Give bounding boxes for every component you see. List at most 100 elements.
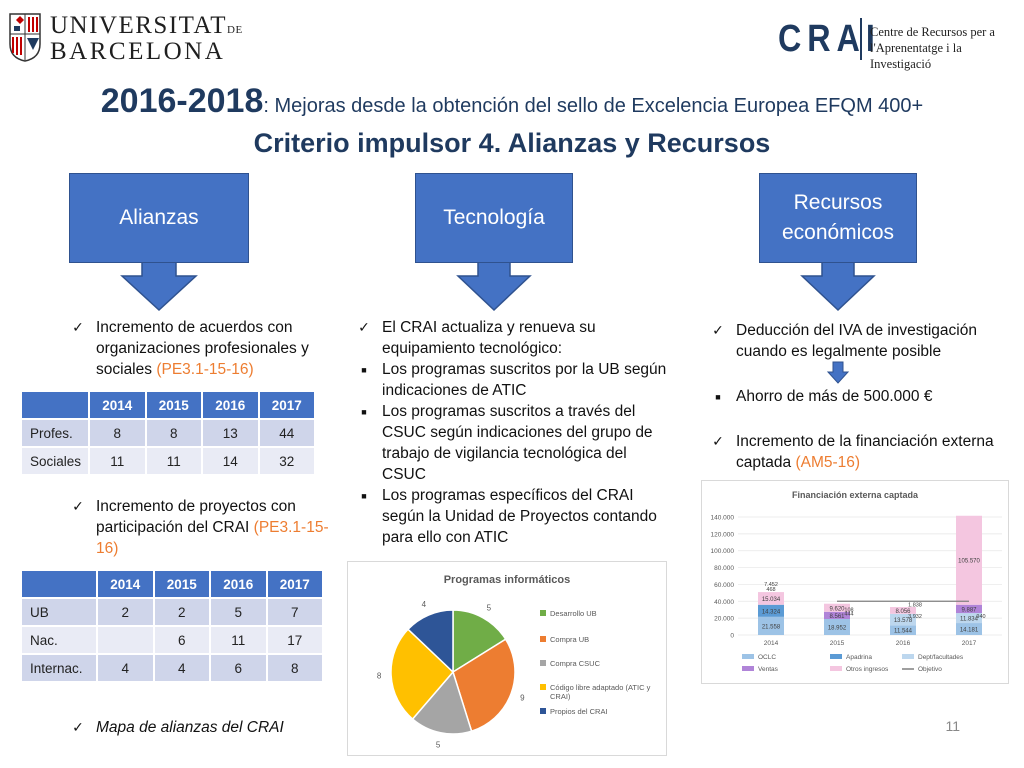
bar-x-tick-label: 2014 xyxy=(764,640,779,647)
bar-extra-label: 468 xyxy=(766,587,775,593)
tecnologia-list: ✓ El CRAI actualiza y renueva su equipami… xyxy=(348,317,668,548)
pie-chart-svg: Programas informáticos 5 9 5 8 4 Desarrollo U… xyxy=(377,574,651,750)
bar-extra-label: 940 xyxy=(976,614,985,620)
bar-segment xyxy=(824,619,850,635)
ub-logo: UNIVERSITATDE BARCELONA xyxy=(8,12,242,66)
bar-y-tick-label: 100.000 xyxy=(711,548,735,555)
bar-segment xyxy=(758,592,784,605)
bar-data-label: 9.887 xyxy=(961,607,977,613)
recursos-item-2: ■ Ahorro de más de 500.000 € xyxy=(702,386,1012,407)
bar-y-tick-label: 80.000 xyxy=(714,565,734,572)
bar-extra-label: 7.452 xyxy=(764,582,778,588)
bar-legend-swatch xyxy=(742,666,754,671)
bar-data-label: 105.570 xyxy=(958,559,980,565)
pie-legend-swatch xyxy=(540,684,546,690)
alianzas-item-1: ✓ Incremento de acuerdos con organizacion… xyxy=(62,317,332,380)
bar-legend-label: Dept/facultades xyxy=(918,654,964,661)
bar-data-label: 13.578 xyxy=(894,618,913,624)
table-row: Profes. 8 8 13 44 xyxy=(20,418,316,448)
bar-segment xyxy=(890,625,916,635)
bar-segment xyxy=(758,604,784,617)
bar-legend-swatch xyxy=(830,666,842,671)
bar-legend-swatch xyxy=(830,654,842,659)
pie-chart: Programas informáticos 5 9 5 8 4 Desarrollo U… xyxy=(347,561,667,756)
slide-title: 2016-2018: Mejoras desde la obtención de… xyxy=(100,82,924,120)
bar-data-label: 8.056 xyxy=(895,609,911,615)
bar-data-label: 15.034 xyxy=(762,597,781,603)
square-bullet-icon: ■ xyxy=(715,392,721,402)
square-bullet-icon: ■ xyxy=(361,365,367,375)
square-bullet-icon: ■ xyxy=(361,491,367,501)
bar-x-tick-label: 2017 xyxy=(962,640,977,647)
table-row: Sociales 11 11 14 32 xyxy=(20,446,316,476)
pie-data-label: 5 xyxy=(436,741,441,750)
bar-segment xyxy=(824,603,850,612)
checkmark-icon: ✓ xyxy=(72,719,84,735)
bar-x-tick-label: 2015 xyxy=(830,640,845,647)
pie-slice xyxy=(452,609,507,674)
callout-recursos: Recursos económicos xyxy=(758,173,918,313)
bar-legend-label: Otros ingresos xyxy=(846,666,889,673)
square-bullet-icon: ■ xyxy=(361,407,367,417)
pie-legend-label: Compra UB xyxy=(550,635,589,644)
bar-y-tick-label: 20.000 xyxy=(714,616,734,623)
pie-slice xyxy=(406,609,454,674)
bar-title: Financiación externa captada xyxy=(792,490,919,500)
bar-data-label: 18.952 xyxy=(828,626,847,632)
crai-separator xyxy=(860,18,862,60)
bar-data-label: 8.561 xyxy=(829,614,845,620)
bar-chart: Financiación externa captada 0 20.000 40.0… xyxy=(701,480,1009,684)
bar-y-tick-label: 40.000 xyxy=(714,599,734,606)
down-arrow-icon xyxy=(800,260,876,312)
alianzas-item-2: ✓ Incremento de proyectos con participaci… xyxy=(62,496,332,559)
bar-data-label: 14.181 xyxy=(960,628,979,634)
bar-extra-label: 108 xyxy=(844,607,853,613)
bar-extra-label: 1.838 xyxy=(908,602,922,608)
bar-data-label: 11.834 xyxy=(960,617,979,623)
bar-legend-label: OCLC xyxy=(758,654,776,661)
alianzas-item-3: ✓ Mapa de alianzas del CRAI xyxy=(62,717,352,738)
bar-y-tick-label: 60.000 xyxy=(714,582,734,589)
alianzas-table-2: 2014 2015 2016 2017 UB 2 2 5 7 Nac. 6 11… xyxy=(20,569,324,683)
pie-legend-label: CRAI) xyxy=(550,692,571,701)
bar-y-tick-label: 140.000 xyxy=(711,515,735,522)
bar-segment xyxy=(956,623,982,635)
pie-legend-label: Código libre adaptado (ATIC y xyxy=(550,683,651,692)
pie-data-label: 5 xyxy=(487,603,492,612)
bar-segment xyxy=(956,613,982,624)
pie-data-label: 9 xyxy=(520,694,525,703)
callout-recursos-label: Recursos económicos xyxy=(759,173,917,263)
pie-data-label: 8 xyxy=(377,672,382,681)
bar-segment xyxy=(890,613,916,626)
bar-legend-label: Apadrina xyxy=(846,654,872,661)
pie-legend-label: Desarrollo UB xyxy=(550,609,597,618)
ub-shield-icon xyxy=(9,13,41,62)
bar-data-label: 21.558 xyxy=(762,624,781,630)
bar-data-label: 9.620 xyxy=(829,606,845,612)
callout-alianzas-label: Alianzas xyxy=(69,173,249,263)
checkmark-icon: ✓ xyxy=(72,498,84,514)
pie-legend-label: Propios del CRAI xyxy=(550,707,608,716)
bar-segment xyxy=(956,604,982,614)
bar-chart-svg: Financiación externa captada 0 20.000 40.0… xyxy=(711,490,1002,673)
callout-tecnologia-label: Tecnología xyxy=(415,173,573,263)
crai-mark: CRAI xyxy=(778,18,881,60)
checkmark-icon: ✓ xyxy=(712,433,724,449)
pie-title: Programas informáticos xyxy=(444,574,571,586)
pie-slice xyxy=(452,638,516,733)
recursos-item-3: ✓ Incremento de la financiación externa c… xyxy=(702,431,1012,473)
bar-segment xyxy=(824,611,850,620)
bar-legend-swatch xyxy=(742,654,754,659)
small-down-arrow-icon xyxy=(826,361,850,384)
down-arrow-icon xyxy=(120,260,198,312)
bar-extra-label: 3.932 xyxy=(908,614,922,620)
table-row: UB 2 2 5 7 xyxy=(20,597,324,627)
alianzas-table-1: 2014 2015 2016 2017 Profes. 8 8 13 44 So… xyxy=(20,390,316,476)
pie-data-label: 4 xyxy=(422,600,427,609)
crai-description: Centre de Recursos per a l'Aprenentatge … xyxy=(870,25,995,71)
bar-extra-label: 444 xyxy=(844,612,853,618)
pie-legend-swatch xyxy=(540,708,546,714)
table-row: Internac. 4 4 6 8 xyxy=(20,653,324,683)
bar-y-tick-label: 0 xyxy=(730,633,734,640)
crai-logo: CRAI Centre de Recursos per a l'Aprenent… xyxy=(778,18,1018,71)
